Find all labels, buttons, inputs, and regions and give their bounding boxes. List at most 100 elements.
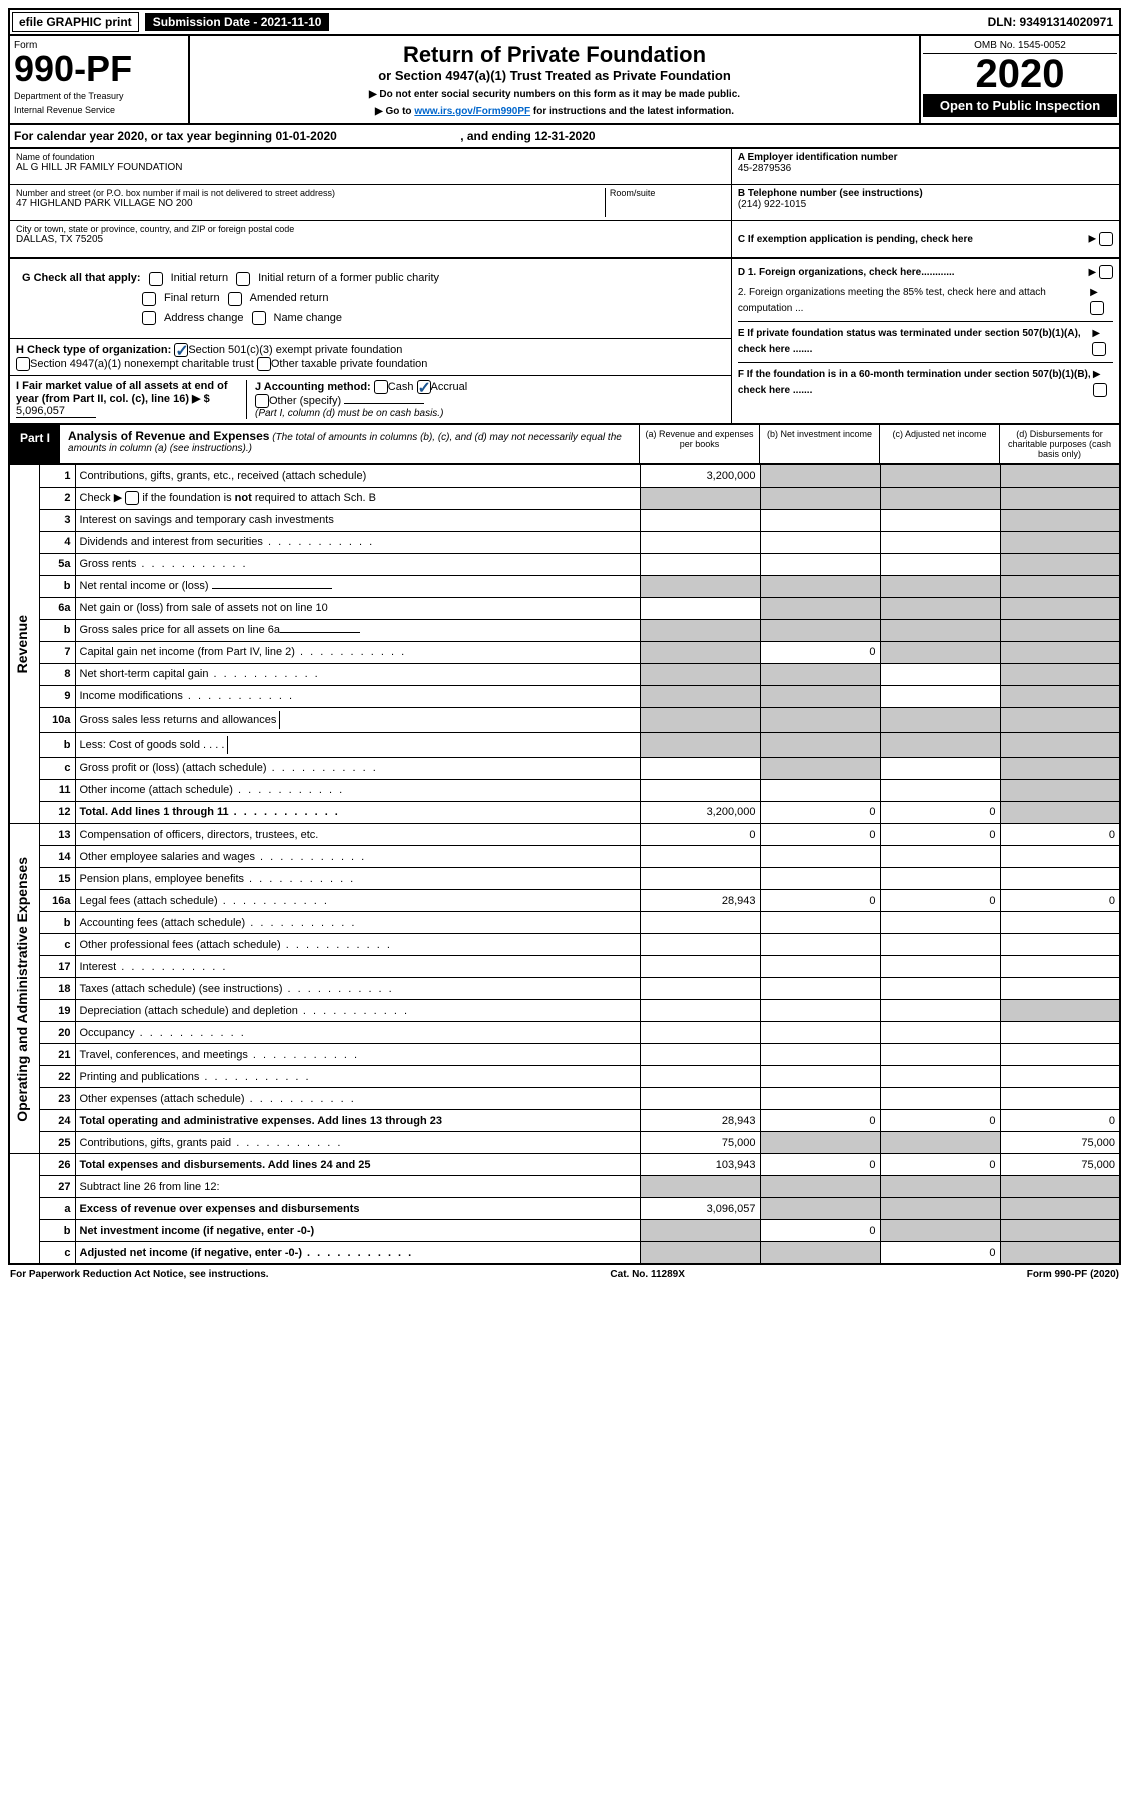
table-row: bNet investment income (if negative, ent… <box>9 1220 1120 1242</box>
table-row: 21Travel, conferences, and meetings <box>9 1044 1120 1066</box>
table-row: 2Check ▶ if the foundation is not requir… <box>9 487 1120 509</box>
g-final-check[interactable] <box>142 292 156 306</box>
arrow-icon: ▶ <box>1093 367 1113 399</box>
g-final: Final return <box>164 289 220 309</box>
d1-check[interactable] <box>1099 265 1113 279</box>
h-other: Other taxable private foundation <box>271 358 428 370</box>
table-row: 18Taxes (attach schedule) (see instructi… <box>9 978 1120 1000</box>
part1-label: Part I <box>10 425 60 463</box>
r13-a: 0 <box>640 824 760 846</box>
r16c: Other professional fees (attach schedule… <box>75 934 640 956</box>
h-4947-check[interactable] <box>16 357 30 371</box>
table-row: 12Total. Add lines 1 through 113,200,000… <box>9 801 1120 823</box>
dept-treasury: Department of the Treasury <box>14 91 184 101</box>
check-section: G Check all that apply: Initial return I… <box>8 259 1121 425</box>
r21: Travel, conferences, and meetings <box>75 1044 640 1066</box>
r4: Dividends and interest from securities <box>75 531 640 553</box>
d1-label: D 1. Foreign organizations, check here..… <box>738 265 955 281</box>
table-row: 15Pension plans, employee benefits <box>9 868 1120 890</box>
r12-c: 0 <box>880 801 1000 823</box>
r12-b: 0 <box>760 801 880 823</box>
r1-a: 3,200,000 <box>640 465 760 487</box>
r24: Total operating and administrative expen… <box>75 1110 640 1132</box>
r13-b: 0 <box>760 824 880 846</box>
efile-print-button[interactable]: efile GRAPHIC print <box>12 12 139 32</box>
j-other-line <box>344 403 424 404</box>
h-other-check[interactable] <box>257 357 271 371</box>
r25-a: 75,000 <box>640 1132 760 1154</box>
j-cash: Cash <box>388 381 414 393</box>
r24-c: 0 <box>880 1110 1000 1132</box>
r10a: Gross sales less returns and allowances <box>75 707 640 732</box>
table-row: 8Net short-term capital gain <box>9 663 1120 685</box>
table-row: aExcess of revenue over expenses and dis… <box>9 1198 1120 1220</box>
d2-check[interactable] <box>1090 301 1104 315</box>
table-row: Revenue 1Contributions, gifts, grants, e… <box>9 465 1120 487</box>
col-c-head: (c) Adjusted net income <box>879 425 999 463</box>
ein-label: A Employer identification number <box>738 152 1113 163</box>
f-check[interactable] <box>1093 383 1107 397</box>
r12: Total. Add lines 1 through 11 <box>75 801 640 823</box>
ein-value: 45-2879536 <box>738 163 1113 174</box>
r6a: Net gain or (loss) from sale of assets n… <box>75 597 640 619</box>
top-bar: efile GRAPHIC print Submission Date - 20… <box>8 8 1121 36</box>
r15: Pension plans, employee benefits <box>75 868 640 890</box>
g-initial-former-check[interactable] <box>236 272 250 286</box>
r2-check[interactable] <box>125 491 139 505</box>
table-row: 6aNet gain or (loss) from sale of assets… <box>9 597 1120 619</box>
g-initial-check[interactable] <box>149 272 163 286</box>
r10b: Less: Cost of goods sold . . . . <box>75 732 640 757</box>
r24-d: 0 <box>1000 1110 1120 1132</box>
foundation-name: AL G HILL JR FAMILY FOUNDATION <box>16 162 725 173</box>
g-address: Address change <box>164 309 244 329</box>
r27b-b: 0 <box>760 1220 880 1242</box>
r1: Contributions, gifts, grants, etc., rece… <box>75 465 640 487</box>
part1-title: Analysis of Revenue and Expenses <box>68 429 269 443</box>
j-cash-check[interactable] <box>374 380 388 394</box>
r12-a: 3,200,000 <box>640 801 760 823</box>
r26-b: 0 <box>760 1154 880 1176</box>
table-row: 14Other employee salaries and wages <box>9 846 1120 868</box>
e-check[interactable] <box>1092 342 1106 356</box>
table-row: bAccounting fees (attach schedule) <box>9 912 1120 934</box>
table-row: 17Interest <box>9 956 1120 978</box>
g-label: G Check all that apply: <box>22 269 141 289</box>
r2: Check ▶ if the foundation is not require… <box>80 492 376 504</box>
table-row: 20Occupancy <box>9 1022 1120 1044</box>
r27a-a: 3,096,057 <box>640 1198 760 1220</box>
r10b-cell <box>227 736 317 754</box>
form-id-block: Form 990-PF Department of the Treasury I… <box>10 36 190 123</box>
table-row: 22Printing and publications <box>9 1066 1120 1088</box>
g-address-check[interactable] <box>142 311 156 325</box>
submission-date: Submission Date - 2021-11-10 <box>145 13 330 31</box>
g-amended: Amended return <box>250 289 329 309</box>
city-label: City or town, state or province, country… <box>16 224 725 234</box>
table-row: bGross sales price for all assets on lin… <box>9 619 1120 641</box>
phone-label: B Telephone number (see instructions) <box>738 188 1113 199</box>
h-501c3-check[interactable] <box>174 343 188 357</box>
table-row: cOther professional fees (attach schedul… <box>9 934 1120 956</box>
e-label: E If private foundation status was termi… <box>738 326 1093 358</box>
r24-b: 0 <box>760 1110 880 1132</box>
irs-link[interactable]: www.irs.gov/Form990PF <box>414 106 530 117</box>
room-label: Room/suite <box>610 188 725 198</box>
part1-table: Revenue 1Contributions, gifts, grants, e… <box>8 465 1121 1265</box>
note-post: for instructions and the latest informat… <box>530 106 734 117</box>
r17: Interest <box>75 956 640 978</box>
g-amended-check[interactable] <box>228 292 242 306</box>
g-name-check[interactable] <box>252 311 266 325</box>
cal-mid: , and ending <box>460 129 534 143</box>
table-row: cAdjusted net income (if negative, enter… <box>9 1242 1120 1264</box>
note-pre: ▶ Go to <box>375 106 414 117</box>
col-d-head: (d) Disbursements for charitable purpose… <box>999 425 1119 463</box>
r27: Subtract line 26 from line 12: <box>75 1176 640 1198</box>
j-accrual-check[interactable] <box>417 380 431 394</box>
cal-end: 12-31-2020 <box>534 129 595 143</box>
footer-left: For Paperwork Reduction Act Notice, see … <box>10 1269 269 1280</box>
right-checks: D 1. Foreign organizations, check here..… <box>731 259 1119 423</box>
ij-row: I Fair market value of all assets at end… <box>10 376 731 423</box>
r24-a: 28,943 <box>640 1110 760 1132</box>
j-other-check[interactable] <box>255 394 269 408</box>
exemption-check[interactable] <box>1099 232 1113 246</box>
col-b-head: (b) Net investment income <box>759 425 879 463</box>
